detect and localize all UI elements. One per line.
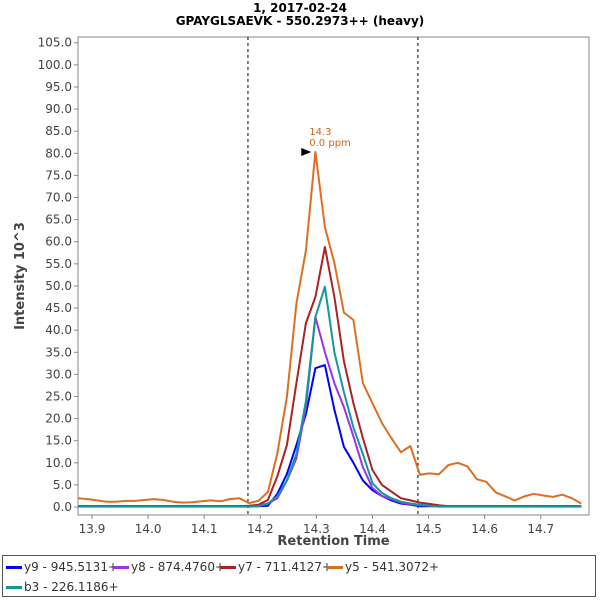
y-tick-label: 95.0 [45, 80, 72, 94]
y-tick-label: 45.0 [45, 301, 72, 315]
x-tick-label: 14.6 [471, 522, 498, 536]
y-tick-label: 60.0 [45, 235, 72, 249]
legend-item-y5: y5 - 541.3072+ [327, 560, 439, 574]
y-tick-label: 55.0 [45, 257, 72, 271]
y-tick-label: 10.0 [45, 456, 72, 470]
y-tick-label: 30.0 [45, 367, 72, 381]
legend-label: y5 - 541.3072+ [345, 560, 440, 574]
peak-marker-icon [301, 147, 312, 156]
legend-swatch [6, 565, 22, 569]
y-tick-label: 90.0 [45, 102, 72, 116]
y-tick-label: 80.0 [45, 146, 72, 160]
legend-swatch [113, 565, 129, 569]
x-axis-label: Retention Time [277, 534, 389, 549]
x-tick-label: 14.7 [527, 522, 554, 536]
y-tick-label: 5.0 [53, 478, 72, 492]
x-tick-label: 14.3 [303, 522, 330, 536]
chart-title: 1, 2017-02-24 [253, 1, 347, 15]
chromatogram-chart: 0.0 5.0 10.0 15.0 20.0 25.0 30.0 35.0 40.0 45.0 50… [13, 36, 590, 549]
series-line-b3 [78, 285, 582, 508]
legend-swatch [327, 565, 343, 569]
legend-item-b3: b3 - 226.1186+ [6, 580, 119, 594]
plot-area [77, 36, 590, 516]
x-tick-label: 14.2 [247, 522, 274, 536]
y-tick-label: 105.0 [38, 36, 72, 50]
legend-label: y8 - 874.4760+ [131, 560, 226, 574]
legend-item-y7: y7 - 711.4127+ [220, 560, 332, 574]
y-tick-label: 70.0 [45, 191, 72, 205]
y-tick-label: 65.0 [45, 213, 72, 227]
legend-label: b3 - 226.1186+ [24, 580, 119, 594]
legend: y9 - 945.5131+ y8 - 874.4760+ y7 - 711.4… [2, 555, 596, 597]
legend-item-y8: y8 - 874.4760+ [113, 560, 225, 574]
y-tick-label: 100.0 [38, 58, 72, 72]
chart-subtitle: GPAYGLSAEVK - 550.2973++ (heavy) [175, 14, 425, 28]
y-tick-label: 35.0 [45, 345, 72, 359]
legend-item-y9: y9 - 945.5131+ [6, 560, 118, 574]
legend-label: y7 - 711.4127+ [238, 560, 333, 574]
y-tick-label: 85.0 [45, 124, 72, 138]
x-tick-label: 14.5 [415, 522, 442, 536]
x-tick-label: 13.9 [79, 522, 106, 536]
legend-label: y9 - 945.5131+ [24, 560, 119, 574]
legend-swatch [220, 565, 236, 569]
y-axis-label: Intensity 10^3 [13, 222, 28, 330]
y-tick-label: 75.0 [45, 168, 72, 182]
peak-annotation-ppm: 0.0 ppm [309, 138, 351, 149]
y-tick-label: 50.0 [45, 279, 72, 293]
y-tick-label: 40.0 [45, 323, 72, 337]
y-tick-label: 15.0 [45, 434, 72, 448]
legend-swatch [6, 585, 22, 589]
x-tick-label: 14.1 [191, 522, 218, 536]
y-tick-label: 20.0 [45, 412, 72, 426]
y-tick-label: 25.0 [45, 389, 72, 403]
peak-annotation-rt: 14.3 [309, 127, 331, 138]
y-tick-label: 0.0 [53, 500, 72, 514]
series-line-y5 [77, 151, 582, 505]
x-tick-label: 14.0 [135, 522, 162, 536]
x-tick-label: 14.4 [359, 522, 386, 536]
